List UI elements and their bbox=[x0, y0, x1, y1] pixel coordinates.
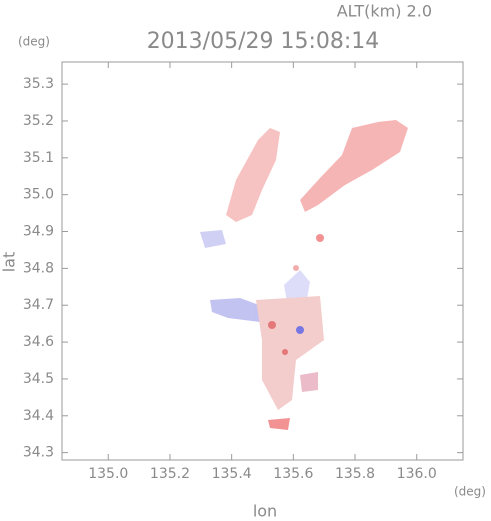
echo bbox=[210, 298, 262, 322]
y-tick-label: 34.4 bbox=[23, 408, 54, 424]
x-axis-label: lon bbox=[253, 502, 277, 521]
x-unit: (deg) bbox=[454, 485, 486, 499]
echo bbox=[200, 230, 226, 248]
x-tick-label: 135.6 bbox=[273, 466, 313, 482]
x-tick-label: 135.2 bbox=[150, 466, 190, 482]
echo bbox=[296, 326, 304, 334]
radar-echoes bbox=[200, 120, 408, 430]
x-tick-label: 135.8 bbox=[335, 466, 375, 482]
echo bbox=[268, 321, 276, 329]
y-tick-label: 35.3 bbox=[23, 76, 54, 92]
x-tick-label: 135.4 bbox=[212, 466, 252, 482]
y-tick-label: 35.2 bbox=[23, 113, 54, 129]
y-tick-label: 35.1 bbox=[23, 150, 54, 166]
y-tick-label: 34.5 bbox=[23, 371, 54, 387]
chart-title: 2013/05/29 15:08:14 bbox=[147, 29, 380, 54]
plot-frame bbox=[61, 61, 464, 461]
annotation: ALT(km) 2.0 bbox=[337, 2, 432, 21]
y-unit: (deg) bbox=[18, 35, 50, 49]
echo bbox=[300, 372, 318, 392]
echo bbox=[316, 234, 324, 242]
y-tick-label: 34.3 bbox=[23, 445, 54, 461]
echo bbox=[256, 296, 324, 410]
x-tick-label: 135.0 bbox=[88, 466, 128, 482]
y-tick-label: 34.6 bbox=[23, 334, 54, 350]
echo bbox=[293, 265, 299, 271]
y-tick-label: 34.9 bbox=[23, 224, 54, 240]
y-tick-label: 35.0 bbox=[23, 187, 54, 203]
echo bbox=[282, 349, 288, 355]
echo bbox=[300, 120, 408, 212]
y-tick-label: 34.7 bbox=[23, 297, 54, 313]
echo bbox=[226, 128, 280, 222]
echo bbox=[268, 418, 290, 430]
y-tick-label: 34.8 bbox=[23, 260, 54, 276]
y-axis-label: lat bbox=[0, 252, 19, 273]
x-tick-label: 136.0 bbox=[397, 466, 437, 482]
